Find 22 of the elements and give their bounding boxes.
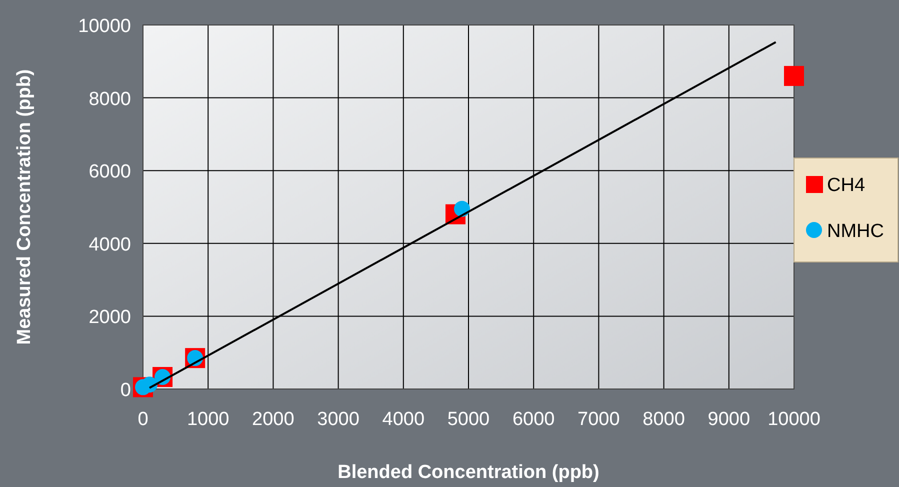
x-tick-label: 10000 [768, 409, 820, 430]
point [784, 66, 804, 86]
x-axis-title: Blended Concentration (ppb) [338, 462, 600, 483]
x-tick-label: 6000 [512, 409, 555, 430]
x-tick-label: 9000 [708, 409, 750, 430]
legend-label: NMHC [827, 221, 884, 242]
x-tick-label: 1000 [186, 409, 230, 430]
x-tick-label: 5000 [447, 409, 490, 430]
x-tick-label: 4000 [382, 409, 425, 430]
y-tick-label: 10000 [78, 16, 131, 37]
legend-label: CH4 [827, 175, 866, 196]
x-tick-label: 2000 [252, 409, 294, 430]
y-axis-title: Measured Concentration (ppb) [14, 69, 35, 345]
y-tick-label: 8000 [88, 88, 131, 110]
x-tick-label: 7000 [578, 409, 620, 430]
y-tick-label: 6000 [88, 162, 131, 183]
y-tick-label: 4000 [88, 234, 131, 256]
x-tick-label: 8000 [642, 409, 685, 430]
x-tick-label: 3000 [317, 409, 360, 430]
y-tick-label: 2000 [88, 307, 131, 328]
x-tick-label: 0 [138, 409, 148, 430]
y-tick-label: 0 [120, 380, 131, 401]
